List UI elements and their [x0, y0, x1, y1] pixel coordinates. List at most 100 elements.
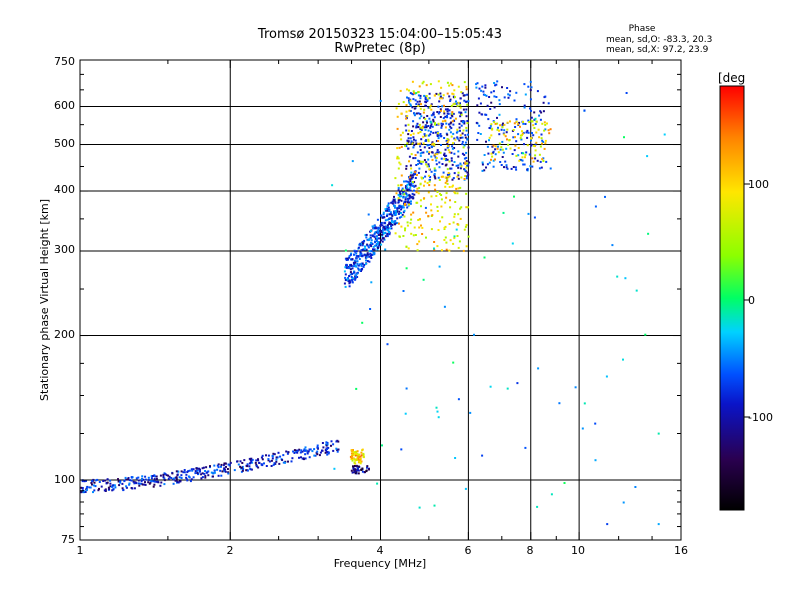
data-point [404, 192, 407, 195]
data-point [491, 127, 494, 130]
data-point [394, 222, 397, 225]
data-point [375, 227, 378, 230]
data-point [355, 255, 358, 257]
data-point [242, 468, 245, 470]
data-point [159, 474, 162, 477]
data-point [372, 245, 375, 248]
data-point [506, 387, 509, 390]
data-point [357, 467, 359, 470]
data-point [408, 109, 411, 112]
data-point [513, 99, 516, 102]
data-point [544, 123, 547, 126]
data-point [417, 159, 419, 162]
data-point [281, 459, 284, 461]
data-point [490, 158, 492, 161]
data-point [463, 178, 466, 180]
data-point [354, 275, 357, 278]
data-point [451, 145, 454, 148]
y-tick-label: 400 [54, 183, 75, 196]
data-point [407, 183, 410, 186]
data-point [356, 260, 359, 263]
data-point [438, 265, 441, 268]
data-point [107, 486, 110, 489]
data-point [233, 469, 236, 472]
data-point [503, 129, 506, 132]
data-point [454, 201, 457, 203]
data-point [527, 212, 530, 215]
data-point [515, 118, 518, 121]
data-point [380, 223, 383, 226]
data-point [458, 126, 461, 129]
data-point [528, 153, 531, 156]
data-point [416, 249, 419, 252]
data-point [466, 171, 469, 174]
data-point [416, 243, 419, 246]
data-point [453, 137, 456, 140]
data-point [400, 448, 403, 451]
data-point [406, 88, 408, 91]
data-point [362, 265, 365, 268]
data-point [361, 470, 364, 473]
data-point [374, 227, 377, 230]
data-point [453, 102, 456, 105]
data-point [117, 480, 120, 483]
data-point [428, 180, 431, 183]
data-point [506, 121, 509, 124]
data-point [290, 460, 293, 463]
data-point [421, 226, 424, 229]
data-point [316, 450, 319, 453]
data-point [409, 202, 412, 205]
data-point [350, 258, 353, 261]
data-point [349, 271, 352, 274]
data-point [191, 469, 194, 472]
data-point [433, 142, 436, 145]
data-point [540, 133, 543, 136]
data-point [529, 107, 531, 110]
data-point [390, 213, 393, 216]
data-point [80, 486, 83, 489]
data-point [606, 523, 609, 526]
data-point [452, 132, 455, 135]
data-point [516, 382, 519, 385]
data-point [384, 208, 387, 211]
data-point [226, 468, 229, 470]
data-point [434, 188, 437, 191]
data-point [150, 480, 153, 483]
data-point [304, 446, 307, 449]
data-point [515, 91, 518, 94]
data-point [424, 97, 427, 100]
data-point [194, 472, 197, 475]
data-point [456, 104, 459, 107]
data-point [464, 169, 467, 172]
data-point [451, 147, 454, 150]
data-point [549, 167, 552, 170]
data-point [439, 92, 442, 95]
data-point [488, 96, 491, 98]
data-point [522, 163, 525, 166]
data-point [397, 207, 400, 210]
data-point [409, 178, 412, 181]
data-point [464, 175, 467, 177]
data-point [422, 160, 425, 163]
data-point [155, 475, 158, 478]
data-point [459, 106, 462, 109]
data-point [526, 168, 529, 171]
data-point [439, 108, 442, 111]
data-point [368, 468, 370, 471]
data-point [417, 91, 420, 93]
x-tick-label: 16 [674, 544, 688, 557]
data-point [430, 203, 432, 206]
data-point [409, 196, 412, 199]
data-point [420, 162, 423, 165]
data-point [435, 195, 438, 197]
data-point [375, 244, 378, 247]
data-point [441, 175, 444, 178]
data-point [496, 147, 499, 150]
data-point [360, 242, 363, 245]
data-point [427, 138, 430, 141]
data-point [330, 440, 333, 443]
data-point [544, 128, 547, 131]
data-point [188, 469, 191, 472]
data-point [384, 209, 387, 212]
data-point [430, 209, 433, 212]
